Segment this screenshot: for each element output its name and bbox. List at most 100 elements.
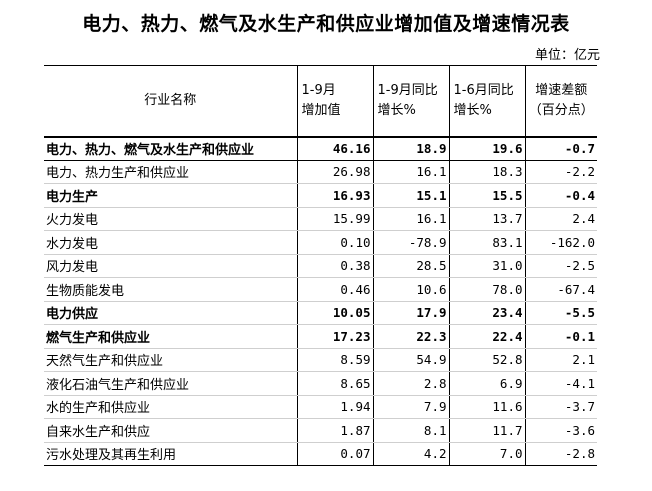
cell-growth-6m: 18.3 [448, 160, 525, 184]
cell-growth-6m: 78.0 [448, 277, 525, 302]
cell-growth-9m: 17.9 [372, 301, 449, 325]
row-name: 电力、热力生产和供应业 [44, 160, 297, 184]
cell-value-added: 16.93 [296, 183, 373, 208]
header-value-added: 1-9月 增加值 [296, 65, 373, 138]
cell-value-added: 17.23 [296, 324, 373, 349]
row-name: 自来水生产和供应 [44, 418, 297, 443]
data-table: 行业名称 1-9月 增加值 1-9月同比 增长% 1-6月同比 增长% 增速差额… [44, 65, 597, 466]
cell-growth-6m: 52.8 [448, 348, 525, 372]
cell-growth-9m: -78.9 [372, 230, 449, 255]
cell-value-added: 10.05 [296, 301, 373, 325]
cell-growth-9m: 15.1 [372, 183, 449, 208]
table-row: 污水处理及其再生利用 0.07 4.2 7.0 -2.8 [44, 442, 597, 466]
cell-growth-6m: 31.0 [448, 254, 525, 278]
header-growth-6m-line2: 增长% [453, 102, 492, 118]
cell-growth-6m: 22.4 [448, 324, 525, 349]
cell-growth-9m: 16.1 [372, 160, 449, 184]
row-name: 液化石油气生产和供应业 [44, 371, 297, 396]
cell-growth-diff: -2.2 [524, 160, 597, 184]
cell-growth-9m: 4.2 [372, 442, 449, 466]
cell-growth-diff: -2.8 [524, 442, 597, 466]
row-name: 风力发电 [44, 254, 297, 278]
cell-growth-9m: 28.5 [372, 254, 449, 278]
cell-value-added: 15.99 [296, 207, 373, 231]
header-value-added-line1: 1-9月 [301, 82, 336, 98]
cell-growth-9m: 8.1 [372, 418, 449, 443]
row-name: 火力发电 [44, 207, 297, 231]
table-row: 自来水生产和供应 1.87 8.1 11.7 -3.6 [44, 418, 597, 443]
table-row: 电力生产 16.93 15.1 15.5 -0.4 [44, 183, 597, 208]
cell-growth-9m: 10.6 [372, 277, 449, 302]
cell-value-added: 0.38 [296, 254, 373, 278]
cell-growth-9m: 18.9 [372, 136, 449, 161]
cell-growth-diff: 2.1 [524, 348, 597, 372]
cell-value-added: 1.94 [296, 395, 373, 419]
cell-growth-6m: 15.5 [448, 183, 525, 208]
cell-growth-6m: 13.7 [448, 207, 525, 231]
cell-value-added: 1.87 [296, 418, 373, 443]
header-growth-6m: 1-6月同比 增长% [448, 65, 525, 138]
header-growth-diff: 增速差额 （百分点） [524, 65, 597, 138]
row-name: 电力、热力、燃气及水生产和供应业 [44, 136, 297, 161]
cell-growth-9m: 7.9 [372, 395, 449, 419]
table-row: 生物质能发电 0.46 10.6 78.0 -67.4 [44, 277, 597, 302]
header-growth-6m-line1: 1-6月同比 [453, 82, 514, 98]
header-growth-diff-line1: 增速差额 [535, 82, 588, 98]
cell-growth-diff: -0.1 [524, 324, 597, 349]
cell-growth-diff: -2.5 [524, 254, 597, 278]
cell-growth-diff: -4.1 [524, 371, 597, 396]
table-header: 行业名称 1-9月 增加值 1-9月同比 增长% 1-6月同比 增长% 增速差额… [44, 65, 597, 138]
row-name: 电力供应 [44, 301, 297, 325]
cell-growth-9m: 54.9 [372, 348, 449, 372]
cell-growth-diff: 2.4 [524, 207, 597, 231]
row-name: 水的生产和供应业 [44, 395, 297, 419]
header-industry-name: 行业名称 [44, 65, 297, 138]
table-row: 液化石油气生产和供应业 8.65 2.8 6.9 -4.1 [44, 371, 597, 396]
cell-growth-6m: 83.1 [448, 230, 525, 255]
table-body: 电力、热力、燃气及水生产和供应业 46.16 18.9 19.6 -0.7 电力… [44, 136, 597, 466]
cell-growth-diff: -3.6 [524, 418, 597, 443]
cell-value-added: 8.65 [296, 371, 373, 396]
cell-growth-6m: 7.0 [448, 442, 525, 466]
table-row: 燃气生产和供应业 17.23 22.3 22.4 -0.1 [44, 324, 597, 349]
cell-growth-6m: 19.6 [448, 136, 525, 161]
row-name: 生物质能发电 [44, 277, 297, 302]
unit-label: 单位：亿元 [534, 48, 600, 63]
header-growth-9m-line2: 增长% [377, 102, 416, 118]
row-name: 水力发电 [44, 230, 297, 255]
cell-value-added: 8.59 [296, 348, 373, 372]
table-row: 电力、热力、燃气及水生产和供应业 46.16 18.9 19.6 -0.7 [44, 136, 597, 161]
cell-growth-diff: -3.7 [524, 395, 597, 419]
cell-growth-diff: -5.5 [524, 301, 597, 325]
cell-growth-diff: -162.0 [524, 230, 597, 255]
cell-growth-6m: 6.9 [448, 371, 525, 396]
cell-growth-9m: 22.3 [372, 324, 449, 349]
table-row: 电力供应 10.05 17.9 23.4 -5.5 [44, 301, 597, 325]
row-name: 燃气生产和供应业 [44, 324, 297, 349]
cell-value-added: 46.16 [296, 136, 373, 161]
table-row: 天然气生产和供应业 8.59 54.9 52.8 2.1 [44, 348, 597, 372]
cell-value-added: 0.07 [296, 442, 373, 466]
cell-growth-diff: -0.7 [524, 136, 597, 161]
table-row: 水力发电 0.10 -78.9 83.1 -162.0 [44, 230, 597, 255]
cell-growth-9m: 16.1 [372, 207, 449, 231]
table-row: 风力发电 0.38 28.5 31.0 -2.5 [44, 254, 597, 278]
row-name: 污水处理及其再生利用 [44, 442, 297, 466]
cell-growth-diff: -67.4 [524, 277, 597, 302]
cell-growth-6m: 11.6 [448, 395, 525, 419]
row-name: 天然气生产和供应业 [44, 348, 297, 372]
page-title: 电力、热力、燃气及水生产和供应业增加值及增速情况表 [82, 13, 570, 35]
header-growth-9m: 1-9月同比 增长% [372, 65, 449, 138]
header-growth-9m-line1: 1-9月同比 [377, 82, 438, 98]
cell-growth-6m: 23.4 [448, 301, 525, 325]
header-growth-diff-line2: （百分点） [528, 102, 594, 118]
cell-growth-diff: -0.4 [524, 183, 597, 208]
header-value-added-line2: 增加值 [301, 102, 341, 118]
row-name: 电力生产 [44, 183, 297, 208]
cell-value-added: 0.46 [296, 277, 373, 302]
cell-value-added: 26.98 [296, 160, 373, 184]
table-row: 水的生产和供应业 1.94 7.9 11.6 -3.7 [44, 395, 597, 419]
cell-growth-9m: 2.8 [372, 371, 449, 396]
cell-growth-6m: 11.7 [448, 418, 525, 443]
cell-value-added: 0.10 [296, 230, 373, 255]
